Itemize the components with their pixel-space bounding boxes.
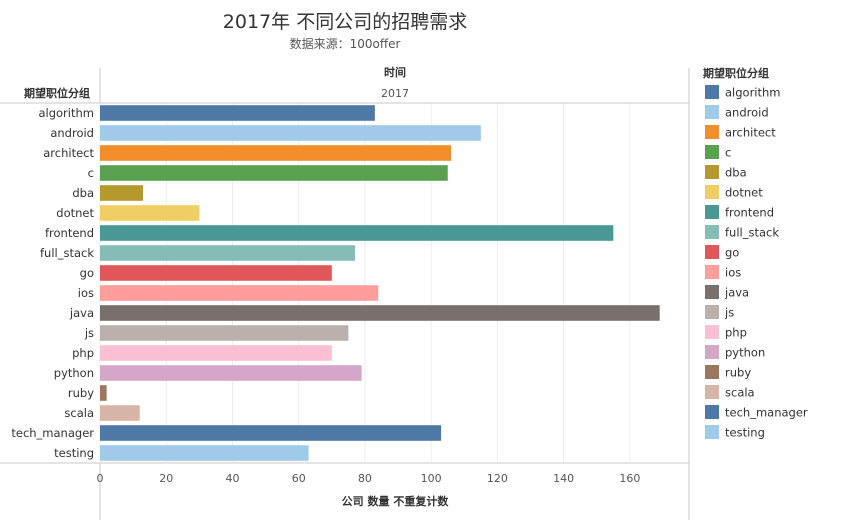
category-label: full_stack [40, 246, 94, 260]
row-header: 期望职位分组 [24, 86, 90, 100]
legend-label: scala [725, 386, 755, 400]
category-label: architect [43, 146, 94, 160]
legend-swatch-c [705, 145, 719, 159]
legend: algorithm android architect c dba dotnet front… [705, 85, 808, 440]
legend-label: php [725, 326, 747, 340]
legend-label: testing [725, 426, 765, 440]
bar-dotnet [100, 205, 200, 221]
legend-swatch-architect [705, 125, 719, 139]
legend-swatch-frontend [705, 205, 719, 219]
bar-ruby [100, 385, 107, 401]
legend-swatch-scala [705, 385, 719, 399]
legend-label: tech_manager [725, 406, 808, 420]
category-label: tech_manager [11, 426, 94, 440]
category-label: ruby [68, 386, 94, 400]
bar-testing [100, 445, 309, 461]
legend-label: c [725, 146, 731, 160]
x-tick-label: 60 [292, 472, 306, 485]
legend-label: java [724, 286, 749, 300]
legend-label: ruby [725, 366, 751, 380]
category-label: frontend [45, 226, 94, 240]
x-tick-label: 100 [421, 472, 442, 485]
legend-label: frontend [725, 206, 774, 220]
category-label: dotnet [56, 206, 94, 220]
bar-dba [100, 185, 144, 201]
x-tick-label: 0 [97, 472, 104, 485]
category-label: js [84, 326, 94, 340]
legend-label: dba [725, 166, 747, 180]
bar-js [100, 325, 349, 341]
legend-label: js [724, 306, 734, 320]
category-label: python [54, 366, 94, 380]
chart-title: 2017年 不同公司的招聘需求 [223, 11, 467, 33]
category-label: android [50, 126, 94, 140]
x-tick-label: 20 [159, 472, 173, 485]
x-tick-label: 160 [619, 472, 640, 485]
x-tick-label: 80 [358, 472, 372, 485]
legend-swatch-python [705, 345, 719, 359]
legend-swatch-ios [705, 265, 719, 279]
bar-python [100, 365, 362, 381]
bar-frontend [100, 225, 614, 241]
x-tick-label: 140 [553, 472, 574, 485]
legend-swatch-php [705, 325, 719, 339]
category-label: java [69, 306, 94, 320]
column-header: 时间 [384, 65, 406, 79]
bar-architect [100, 145, 452, 161]
x-tick-label: 40 [225, 472, 239, 485]
legend-label: ios [725, 266, 741, 280]
legend-label: architect [725, 126, 776, 140]
bar-scala [100, 405, 140, 421]
legend-swatch-android [705, 105, 719, 119]
column-value: 2017 [381, 87, 409, 100]
chart-subtitle: 数据来源：100offer [290, 36, 401, 51]
bar-java [100, 305, 660, 321]
x-axis-ticks: 0 20 40 60 80 100 120 140 160 [97, 472, 641, 485]
legend-label: android [725, 106, 769, 120]
legend-swatch-algorithm [705, 85, 719, 99]
legend-swatch-js [705, 305, 719, 319]
category-labels: algorithm android architect c dba dotnet front… [11, 106, 94, 460]
legend-swatch-dba [705, 165, 719, 179]
bar-ios [100, 285, 379, 301]
legend-swatch-ruby [705, 365, 719, 379]
category-label: testing [54, 446, 94, 460]
legend-swatch-testing [705, 425, 719, 439]
bar-android [100, 125, 481, 141]
category-label: scala [64, 406, 94, 420]
legend-title: 期望职位分组 [703, 66, 769, 80]
category-label: algorithm [38, 106, 94, 120]
bar-tech_manager [100, 425, 442, 441]
legend-swatch-go [705, 245, 719, 259]
legend-label: python [725, 346, 765, 360]
legend-label: go [725, 246, 739, 260]
legend-label: full_stack [725, 226, 779, 240]
bar-full_stack [100, 245, 356, 261]
legend-swatch-dotnet [705, 185, 719, 199]
legend-swatch-java [705, 285, 719, 299]
category-label: php [72, 346, 94, 360]
legend-label: dotnet [725, 186, 763, 200]
grid-lines [0, 68, 690, 520]
category-label: dba [72, 186, 94, 200]
x-tick-label: 120 [487, 472, 508, 485]
category-label: c [88, 166, 94, 180]
category-label: go [80, 266, 94, 280]
bar-c [100, 165, 448, 181]
bar-algorithm [100, 105, 375, 121]
bar-go [100, 265, 332, 281]
legend-swatch-tech_manager [705, 405, 719, 419]
x-axis-label: 公司 数量 不重复计数 [342, 494, 450, 508]
category-label: ios [78, 286, 94, 300]
legend-label: algorithm [725, 86, 781, 100]
bar-php [100, 345, 332, 361]
bars [100, 105, 660, 461]
legend-swatch-full_stack [705, 225, 719, 239]
